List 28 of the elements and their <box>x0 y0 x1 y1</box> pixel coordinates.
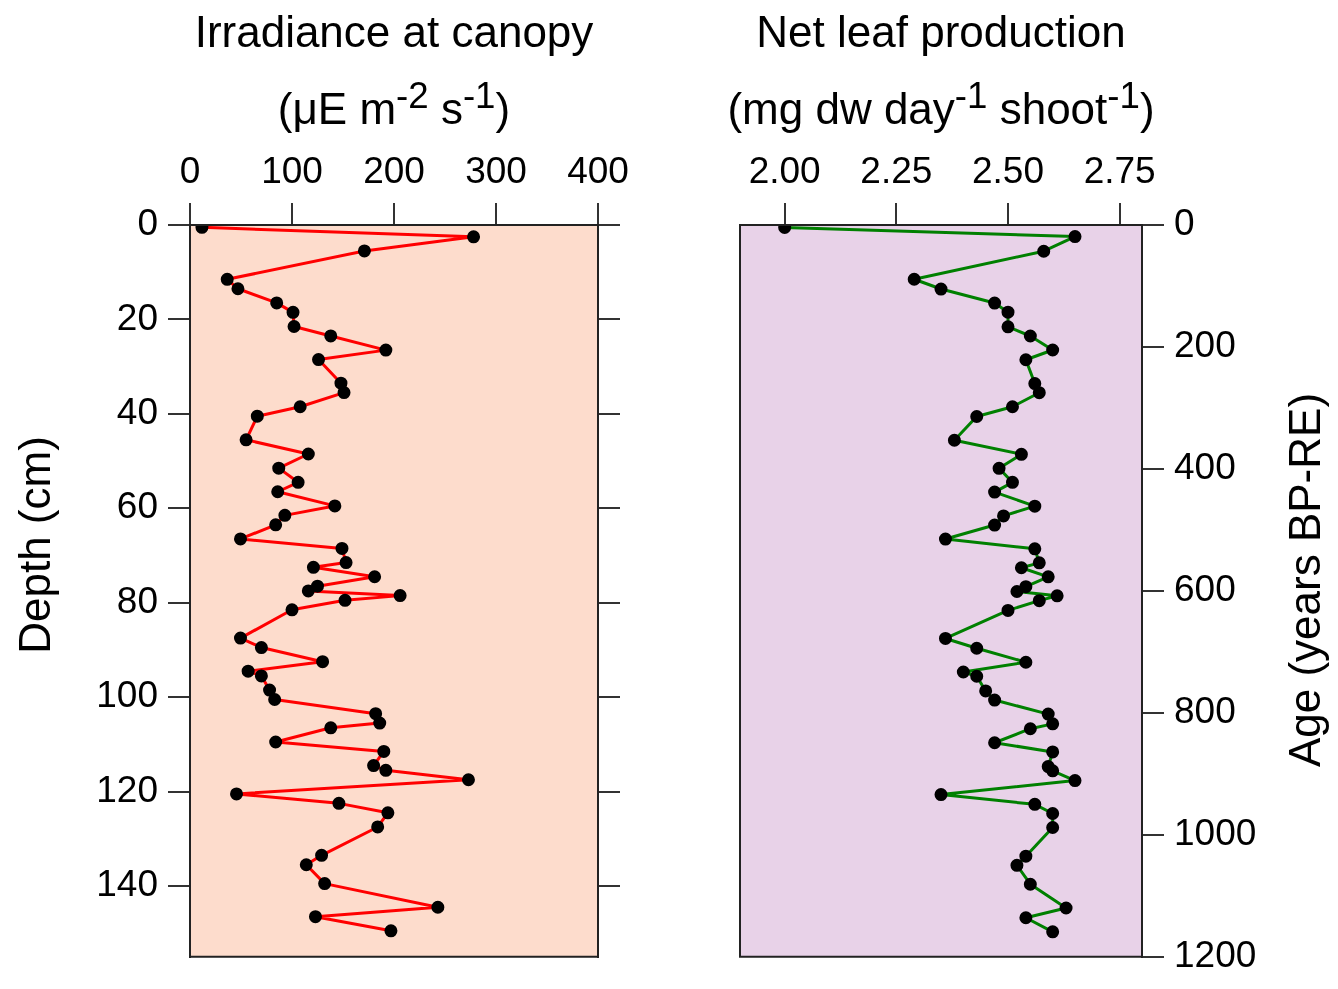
y2-tick-label: 0 <box>1174 202 1195 244</box>
x-tick-label: 400 <box>567 150 629 191</box>
y-tick-label: 80 <box>116 579 158 621</box>
y-tick-label: 0 <box>137 202 158 244</box>
y-tick-label: 140 <box>96 863 158 905</box>
y-tick-label: 60 <box>116 485 158 527</box>
x-tick-label: 100 <box>261 150 323 191</box>
y2-tick-label: 400 <box>1174 446 1236 488</box>
y2-axis-title: Age (years BP-RE) <box>1279 391 1330 770</box>
y-axis-title: Depth (cm) <box>9 435 60 656</box>
y2-tick-label: 1000 <box>1174 812 1257 854</box>
x-tick-label: 2.50 <box>971 150 1045 191</box>
y-tick-label: 100 <box>96 674 158 716</box>
y2-tick-label: 200 <box>1174 324 1236 366</box>
x-tick-label: 2.75 <box>1083 150 1156 191</box>
x-tick-label: 200 <box>363 150 425 191</box>
y2-tick-label: 600 <box>1174 568 1236 610</box>
x-tick-label: 300 <box>465 150 527 191</box>
x-tick-label: 2.00 <box>748 150 821 191</box>
y-tick-label: 120 <box>96 768 158 810</box>
x-axis-title: Net leaf production (mg dw day$^{-1}$ shoot$^{-1}$) <box>726 6 1156 135</box>
x-axis-title: Irradiance at canopy (μE m$^{-2}$ s$^{-1}$) <box>193 6 595 135</box>
y-tick-label: 20 <box>116 296 158 338</box>
y-tick-label: 40 <box>116 391 158 433</box>
x-tick-label: 2.25 <box>860 150 933 191</box>
x-tick-label: 0 <box>179 150 201 191</box>
y2-tick-label: 1200 <box>1174 934 1257 975</box>
y2-tick-label: 800 <box>1174 690 1236 732</box>
